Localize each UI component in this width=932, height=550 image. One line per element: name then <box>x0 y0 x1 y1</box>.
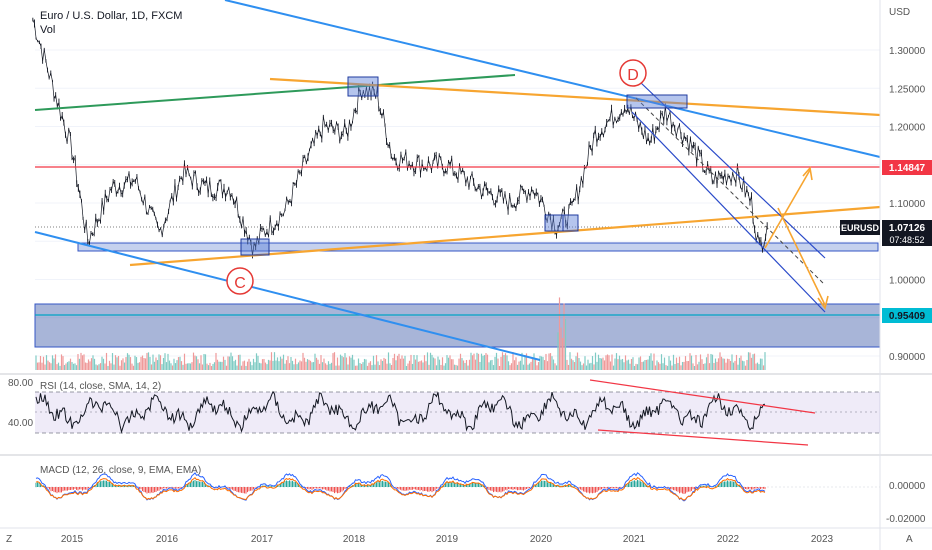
point-c-circle <box>226 267 254 295</box>
price-tick-label: 0.90000 <box>889 352 926 363</box>
time-tick-label: 2023 <box>811 534 834 545</box>
volume-label: Vol <box>40 24 55 36</box>
time-tick-label: 2022 <box>717 534 740 545</box>
projection-down-arrow <box>777 207 826 306</box>
channel-lower-line <box>631 111 826 313</box>
symbol-title: Euro / U.S. Dollar, 1D, FXCM <box>40 10 182 22</box>
price-axis-currency: USD <box>889 7 910 18</box>
time-tick-label: 2015 <box>61 534 84 545</box>
price-tick-label: 1.10000 <box>889 199 926 210</box>
highlight-box-2021-top <box>626 94 688 109</box>
corner-left-button[interactable]: Z <box>6 534 12 545</box>
current-price-value: 1.07126 <box>889 223 926 234</box>
highlight-box-2020-low-b <box>562 214 579 232</box>
point-d-circle <box>619 59 647 87</box>
blue-upper-trendline <box>224 0 881 158</box>
time-axis[interactable]: 2015 2016 2017 2018 2019 2020 2021 2022 2023 <box>61 534 834 545</box>
price-tick-label: 1.20000 <box>889 123 926 134</box>
price-series <box>32 17 768 259</box>
price-line <box>32 19 768 256</box>
resistance-badge <box>882 160 932 175</box>
rsi-path <box>35 390 766 434</box>
time-tick-label: 2016 <box>156 534 179 545</box>
rsi-upper-trendline <box>589 379 816 414</box>
macd-tick-neg: -0.02000 <box>886 514 926 525</box>
time-tick-label: 2018 <box>343 534 366 545</box>
point-d-label: D <box>627 67 639 84</box>
macd-label: MACD (12, 26, close, 9, EMA, EMA) <box>40 465 201 476</box>
corner-right-button[interactable]: A <box>906 534 913 545</box>
current-price-badge <box>882 220 932 246</box>
support-zone-band <box>77 242 879 252</box>
price-tick-label: 1.00000 <box>889 276 926 287</box>
price-tick-label: 1.30000 <box>889 46 926 57</box>
green-trendline <box>34 74 516 111</box>
macd-series <box>35 472 880 502</box>
projection-down-arrowhead <box>817 295 829 310</box>
support-badge-value: 0.95409 <box>889 311 926 322</box>
point-c-label: C <box>234 275 246 292</box>
time-tick-label: 2021 <box>623 534 646 545</box>
symbol-badge-name: EURUSD <box>841 223 880 233</box>
projection-up-arrow <box>764 169 811 249</box>
price-grid <box>35 49 880 357</box>
macd-signal-line <box>35 477 766 501</box>
demand-zone <box>34 303 881 348</box>
orange-upper-trendline <box>269 77 881 117</box>
rsi-tick-80: 80.00 <box>8 378 33 389</box>
countdown-timer: 07:48:52 <box>889 235 924 245</box>
channel-upper-line <box>639 81 826 259</box>
projection-up-arrowhead <box>802 166 813 181</box>
channel-mid-line <box>635 97 826 286</box>
rsi-lower-trendline <box>597 429 809 446</box>
orange-lower-trendline <box>129 205 881 267</box>
time-tick-label: 2017 <box>251 534 274 545</box>
rsi-tick-40: 40.00 <box>8 418 33 429</box>
time-tick-label: 2020 <box>530 534 553 545</box>
resistance-badge-value: 1.14847 <box>889 163 926 174</box>
price-tick-label: 1.25000 <box>889 84 926 95</box>
highlight-box-2020-low-a <box>544 214 564 232</box>
macd-line <box>35 472 766 502</box>
rsi-label: RSI (14, close, SMA, 14, 2) <box>40 381 161 392</box>
symbol-badge <box>840 220 880 235</box>
macd-tick-zero: 0.00000 <box>889 481 926 492</box>
highlight-box-2018-top <box>347 76 379 97</box>
support-badge <box>882 308 932 323</box>
rsi-line <box>35 390 766 434</box>
time-tick-label: 2019 <box>436 534 459 545</box>
highlight-box-2017-low <box>240 238 270 256</box>
volume-bars <box>35 297 766 370</box>
blue-lower-trendline <box>34 231 541 361</box>
